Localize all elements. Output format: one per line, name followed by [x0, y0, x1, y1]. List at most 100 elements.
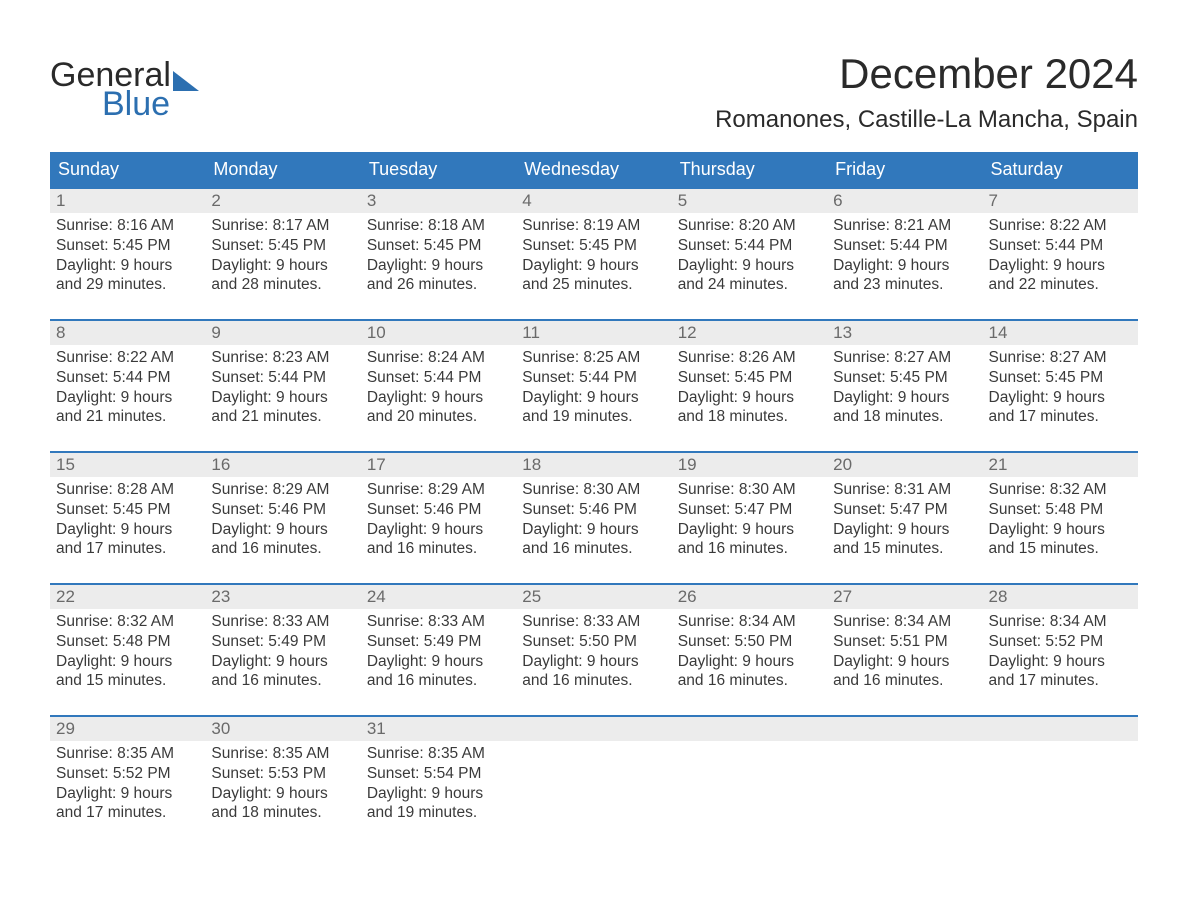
day-body: Sunrise: 8:35 AMSunset: 5:53 PMDaylight:…	[205, 741, 360, 833]
day-d2: and 20 minutes.	[367, 407, 510, 427]
day-sunrise: Sunrise: 8:23 AM	[211, 348, 354, 368]
day-body: Sunrise: 8:26 AMSunset: 5:45 PMDaylight:…	[672, 345, 827, 437]
day-sunset: Sunset: 5:52 PM	[56, 764, 199, 784]
day-cell: 16Sunrise: 8:29 AMSunset: 5:46 PMDayligh…	[205, 453, 360, 569]
day-number: 25	[516, 585, 671, 609]
day-sunset: Sunset: 5:54 PM	[367, 764, 510, 784]
day-body: Sunrise: 8:18 AMSunset: 5:45 PMDaylight:…	[361, 213, 516, 305]
day-number: 5	[672, 189, 827, 213]
logo: General Blue	[50, 50, 199, 124]
day-sunrise: Sunrise: 8:27 AM	[833, 348, 976, 368]
day-d1: Daylight: 9 hours	[367, 388, 510, 408]
day-d2: and 16 minutes.	[211, 671, 354, 691]
day-cell: 23Sunrise: 8:33 AMSunset: 5:49 PMDayligh…	[205, 585, 360, 701]
day-sunset: Sunset: 5:45 PM	[522, 236, 665, 256]
day-number: 24	[361, 585, 516, 609]
day-body: Sunrise: 8:29 AMSunset: 5:46 PMDaylight:…	[361, 477, 516, 569]
day-d1: Daylight: 9 hours	[678, 256, 821, 276]
day-sunset: Sunset: 5:48 PM	[989, 500, 1132, 520]
day-number: 28	[983, 585, 1138, 609]
day-d1: Daylight: 9 hours	[211, 256, 354, 276]
day-cell: 3Sunrise: 8:18 AMSunset: 5:45 PMDaylight…	[361, 189, 516, 305]
day-sunset: Sunset: 5:49 PM	[367, 632, 510, 652]
day-sunrise: Sunrise: 8:30 AM	[678, 480, 821, 500]
weekday-header: Sunday	[50, 152, 205, 187]
day-sunrise: Sunrise: 8:31 AM	[833, 480, 976, 500]
day-body: Sunrise: 8:35 AMSunset: 5:52 PMDaylight:…	[50, 741, 205, 833]
day-cell: 21Sunrise: 8:32 AMSunset: 5:48 PMDayligh…	[983, 453, 1138, 569]
day-cell: 15Sunrise: 8:28 AMSunset: 5:45 PMDayligh…	[50, 453, 205, 569]
day-body: Sunrise: 8:24 AMSunset: 5:44 PMDaylight:…	[361, 345, 516, 437]
day-body: Sunrise: 8:27 AMSunset: 5:45 PMDaylight:…	[827, 345, 982, 437]
day-number: 14	[983, 321, 1138, 345]
day-number: 30	[205, 717, 360, 741]
day-sunrise: Sunrise: 8:34 AM	[989, 612, 1132, 632]
weekday-header: Friday	[827, 152, 982, 187]
day-cell: 9Sunrise: 8:23 AMSunset: 5:44 PMDaylight…	[205, 321, 360, 437]
day-d1: Daylight: 9 hours	[989, 652, 1132, 672]
day-d2: and 16 minutes.	[522, 671, 665, 691]
day-cell: 22Sunrise: 8:32 AMSunset: 5:48 PMDayligh…	[50, 585, 205, 701]
day-number: 19	[672, 453, 827, 477]
day-cell: 7Sunrise: 8:22 AMSunset: 5:44 PMDaylight…	[983, 189, 1138, 305]
day-d1: Daylight: 9 hours	[367, 256, 510, 276]
day-d1: Daylight: 9 hours	[989, 388, 1132, 408]
day-number: 13	[827, 321, 982, 345]
day-sunrise: Sunrise: 8:17 AM	[211, 216, 354, 236]
day-cell: .	[983, 717, 1138, 833]
day-cell: .	[672, 717, 827, 833]
day-sunrise: Sunrise: 8:25 AM	[522, 348, 665, 368]
day-sunset: Sunset: 5:44 PM	[522, 368, 665, 388]
day-cell: 18Sunrise: 8:30 AMSunset: 5:46 PMDayligh…	[516, 453, 671, 569]
day-number: .	[672, 717, 827, 741]
week-row: 8Sunrise: 8:22 AMSunset: 5:44 PMDaylight…	[50, 319, 1138, 437]
day-body: Sunrise: 8:30 AMSunset: 5:46 PMDaylight:…	[516, 477, 671, 569]
day-body: Sunrise: 8:21 AMSunset: 5:44 PMDaylight:…	[827, 213, 982, 305]
day-sunrise: Sunrise: 8:35 AM	[56, 744, 199, 764]
day-number: 26	[672, 585, 827, 609]
day-cell: 2Sunrise: 8:17 AMSunset: 5:45 PMDaylight…	[205, 189, 360, 305]
day-cell: 27Sunrise: 8:34 AMSunset: 5:51 PMDayligh…	[827, 585, 982, 701]
day-sunset: Sunset: 5:50 PM	[678, 632, 821, 652]
weekday-header: Monday	[205, 152, 360, 187]
day-number: 22	[50, 585, 205, 609]
day-d2: and 17 minutes.	[989, 407, 1132, 427]
day-number: 16	[205, 453, 360, 477]
day-number: .	[827, 717, 982, 741]
day-sunset: Sunset: 5:45 PM	[678, 368, 821, 388]
day-d1: Daylight: 9 hours	[211, 520, 354, 540]
day-body: Sunrise: 8:33 AMSunset: 5:49 PMDaylight:…	[361, 609, 516, 701]
day-body: Sunrise: 8:22 AMSunset: 5:44 PMDaylight:…	[983, 213, 1138, 305]
day-sunrise: Sunrise: 8:34 AM	[833, 612, 976, 632]
day-cell: 10Sunrise: 8:24 AMSunset: 5:44 PMDayligh…	[361, 321, 516, 437]
day-body: Sunrise: 8:22 AMSunset: 5:44 PMDaylight:…	[50, 345, 205, 437]
day-sunset: Sunset: 5:46 PM	[211, 500, 354, 520]
day-sunset: Sunset: 5:51 PM	[833, 632, 976, 652]
day-sunset: Sunset: 5:52 PM	[989, 632, 1132, 652]
day-sunset: Sunset: 5:50 PM	[522, 632, 665, 652]
day-body: Sunrise: 8:35 AMSunset: 5:54 PMDaylight:…	[361, 741, 516, 833]
day-body: Sunrise: 8:31 AMSunset: 5:47 PMDaylight:…	[827, 477, 982, 569]
day-sunrise: Sunrise: 8:29 AM	[367, 480, 510, 500]
title-block: December 2024 Romanones, Castille-La Man…	[715, 50, 1138, 134]
weekday-header: Thursday	[672, 152, 827, 187]
day-sunrise: Sunrise: 8:16 AM	[56, 216, 199, 236]
location-subtitle: Romanones, Castille-La Mancha, Spain	[715, 106, 1138, 134]
day-d2: and 16 minutes.	[367, 539, 510, 559]
day-cell: 13Sunrise: 8:27 AMSunset: 5:45 PMDayligh…	[827, 321, 982, 437]
day-number: 1	[50, 189, 205, 213]
day-body: Sunrise: 8:28 AMSunset: 5:45 PMDaylight:…	[50, 477, 205, 569]
day-body: Sunrise: 8:32 AMSunset: 5:48 PMDaylight:…	[50, 609, 205, 701]
day-body: Sunrise: 8:33 AMSunset: 5:49 PMDaylight:…	[205, 609, 360, 701]
day-cell: 6Sunrise: 8:21 AMSunset: 5:44 PMDaylight…	[827, 189, 982, 305]
day-d2: and 16 minutes.	[678, 539, 821, 559]
day-d1: Daylight: 9 hours	[367, 652, 510, 672]
day-number: 12	[672, 321, 827, 345]
day-d2: and 29 minutes.	[56, 275, 199, 295]
day-cell: .	[516, 717, 671, 833]
weekday-header: Saturday	[983, 152, 1138, 187]
day-d1: Daylight: 9 hours	[989, 256, 1132, 276]
day-sunrise: Sunrise: 8:21 AM	[833, 216, 976, 236]
day-sunrise: Sunrise: 8:22 AM	[56, 348, 199, 368]
day-d2: and 15 minutes.	[833, 539, 976, 559]
